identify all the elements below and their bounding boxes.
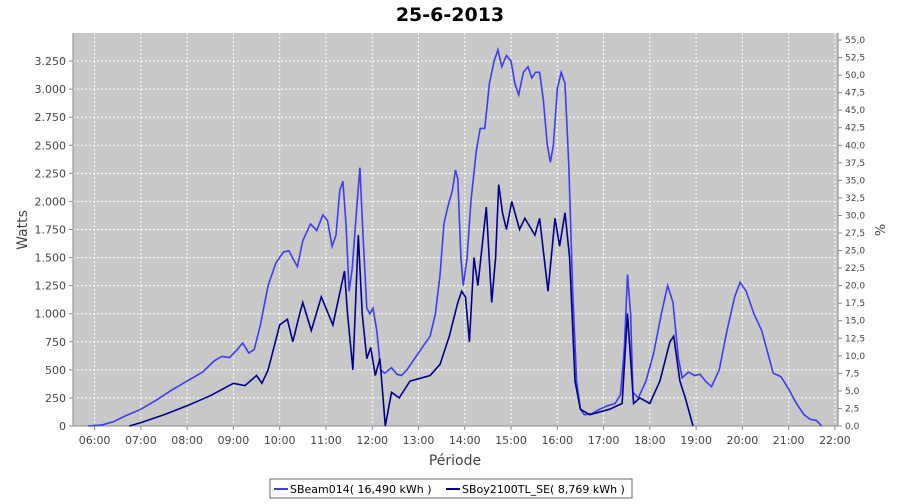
x-tick-label: 10:00: [264, 434, 296, 447]
x-tick-label: 11:00: [310, 434, 342, 447]
x-tick-label: 20:00: [727, 434, 759, 447]
x-tick-label: 18:00: [634, 434, 666, 447]
x-tick-label: 19:00: [680, 434, 712, 447]
y2-tick-label: 7,5: [845, 369, 859, 379]
y2-tick-label: 5,0: [845, 387, 860, 397]
y-tick-label: 2.500: [35, 139, 67, 152]
y2-tick-label: 55,0: [845, 36, 865, 46]
y-tick-label: 2.000: [35, 195, 67, 208]
y-tick-label: 3.000: [35, 83, 67, 96]
y2-tick-label: 45,0: [845, 106, 865, 116]
y2-tick-label: 17,5: [845, 299, 865, 309]
x-axis-title: Période: [429, 453, 481, 469]
y-tick-label: 1.000: [35, 308, 67, 321]
y-tick-label: 2.750: [35, 111, 67, 124]
y2-tick-label: 50,0: [845, 71, 865, 81]
y2-tick-label: 20,0: [845, 282, 865, 292]
x-tick-label: 08:00: [171, 434, 203, 447]
y2-tick-label: 12,5: [845, 334, 865, 344]
y-tick-label: 250: [45, 392, 66, 405]
plot-area: [73, 33, 838, 426]
y2-tick-label: 40,0: [845, 141, 865, 151]
x-tick-label: 09:00: [218, 434, 250, 447]
x-tick-label: 16:00: [541, 434, 573, 447]
y2-tick-label: 27,5: [845, 229, 865, 239]
y-tick-label: 2.250: [35, 167, 67, 180]
y2-tick-label: 22,5: [845, 264, 865, 274]
y2-tick-label: 35,0: [845, 176, 865, 186]
x-tick-label: 13:00: [403, 434, 435, 447]
chart-title: 25-6-2013: [396, 4, 504, 26]
y-tick-label: 500: [45, 364, 66, 377]
x-tick-label: 17:00: [588, 434, 620, 447]
y2-tick-label: 37,5: [845, 159, 865, 169]
y2-tick-label: 10,0: [845, 352, 865, 362]
y2-tick-label: 52,5: [845, 54, 865, 64]
series-line: [129, 184, 694, 427]
y2-tick-label: 25,0: [845, 247, 865, 257]
y-tick-label: 3.250: [35, 55, 67, 68]
y-tick-label: 1.750: [35, 224, 67, 237]
y2-tick-label: 30,0: [845, 211, 865, 221]
x-tick-label: 15:00: [495, 434, 527, 447]
x-tick-label: 12:00: [356, 434, 388, 447]
x-tick-label: 14:00: [449, 434, 481, 447]
y-tick-label: 1.500: [35, 252, 67, 265]
y-axis-title: Watts: [15, 210, 31, 250]
y2-tick-label: 2,5: [845, 404, 859, 414]
y2-axis-title: %: [874, 224, 889, 236]
y2-tick-label: 0,0: [845, 422, 860, 432]
x-tick-label: 06:00: [79, 434, 111, 447]
x-tick-label: 21:00: [773, 434, 805, 447]
legend-label: SBeam014( 16,490 kWh ): [290, 483, 432, 496]
y-tick-label: 0: [59, 420, 66, 433]
y2-tick-label: 47,5: [845, 89, 865, 99]
y-tick-label: 750: [45, 336, 66, 349]
y-tick-label: 1.250: [35, 280, 67, 293]
x-tick-label: 07:00: [125, 434, 157, 447]
x-tick-label: 22:00: [819, 434, 851, 447]
y2-tick-label: 32,5: [845, 194, 865, 204]
series-line: [88, 46, 823, 427]
legend-label: SBoy2100TL_SE( 8,769 kWh ): [462, 483, 625, 496]
y2-tick-label: 42,5: [845, 124, 865, 134]
y2-tick-label: 15,0: [845, 317, 865, 327]
